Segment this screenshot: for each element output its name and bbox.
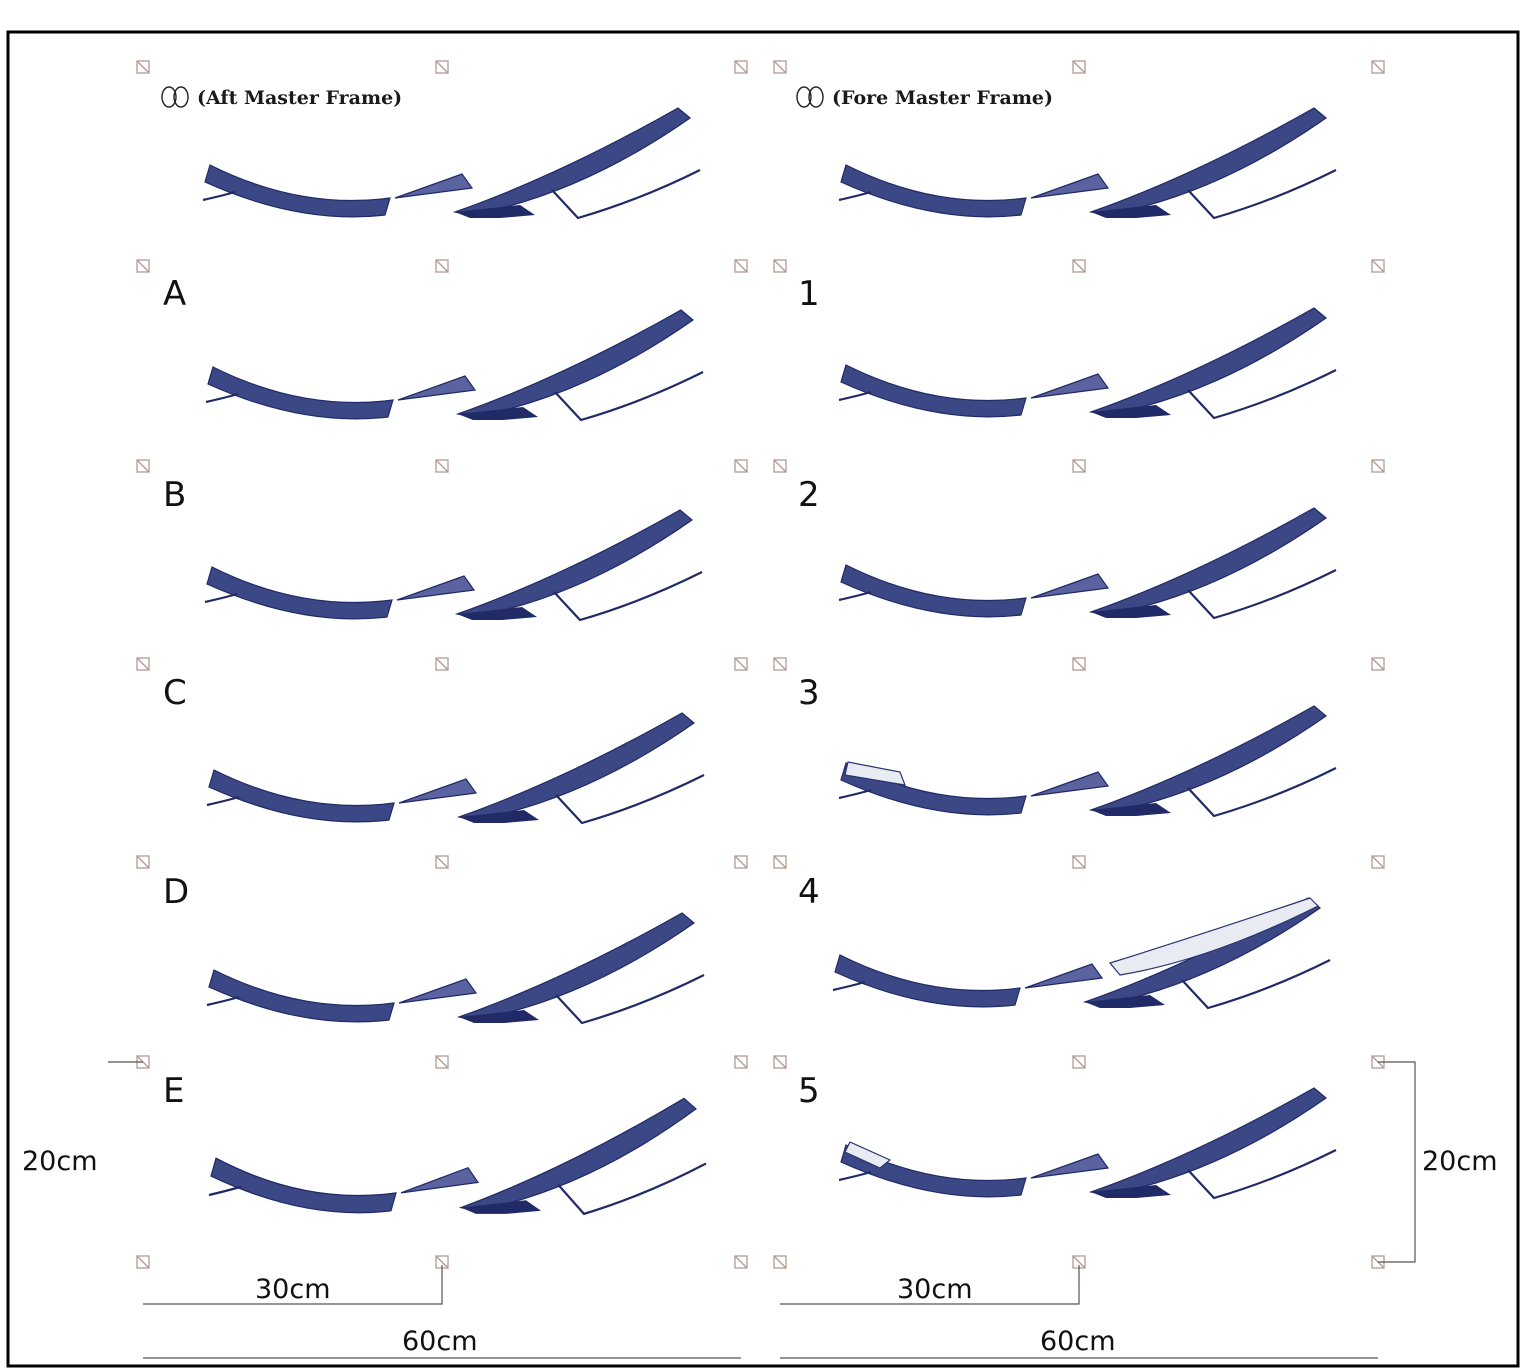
section-label-2: 2 [798,475,820,515]
section-5 [837,1086,1338,1200]
section-4-unfilled-part [1108,897,1320,976]
section-fore-master [837,106,1338,220]
full-width-dimension-left: 60cm [402,1326,478,1357]
master-frame-icon [161,86,189,108]
full-width-dimension-right: 60cm [1040,1326,1116,1357]
section-d [205,911,706,1025]
section-label-a: A [163,274,186,314]
fore-column: (Fore Master Frame) [773,60,1385,1269]
section-label-d: D [163,872,189,912]
figure-border [6,30,1520,1368]
master-frame-icon [796,86,824,108]
section-e [207,1097,708,1216]
section-4 [831,896,1332,1010]
section-aft-master [201,106,702,220]
section-1 [837,306,1338,420]
section-5-unfilled-part [844,1141,892,1169]
section-label-1: 1 [798,274,820,314]
marker-row-left [136,60,748,1269]
section-3 [837,704,1338,818]
section-a [204,308,705,422]
section-label-e: E [163,1071,184,1111]
section-2 [837,506,1338,620]
height-dimension-right: 20cm [1422,1146,1498,1177]
section-label-3: 3 [798,673,820,713]
marker-row-right [773,60,1385,1269]
half-width-dimension-right: 30cm [897,1274,973,1305]
fore-master-frame-label: (Fore Master Frame) [832,87,1053,109]
section-label-5: 5 [798,1071,820,1111]
half-width-dimension-left: 30cm [255,1274,331,1305]
aft-master-frame-label: (Aft Master Frame) [197,87,402,109]
section-label-b: B [163,475,186,515]
height-dimension-left: 20cm [22,1146,98,1177]
section-label-4: 4 [798,872,820,912]
section-c [205,711,706,825]
dimension-lines [108,1061,1416,1359]
section-3-unfilled-part [844,761,906,786]
aft-column: (Aft Master Frame) [136,60,748,1269]
section-b [203,508,704,622]
section-label-c: C [163,673,187,713]
